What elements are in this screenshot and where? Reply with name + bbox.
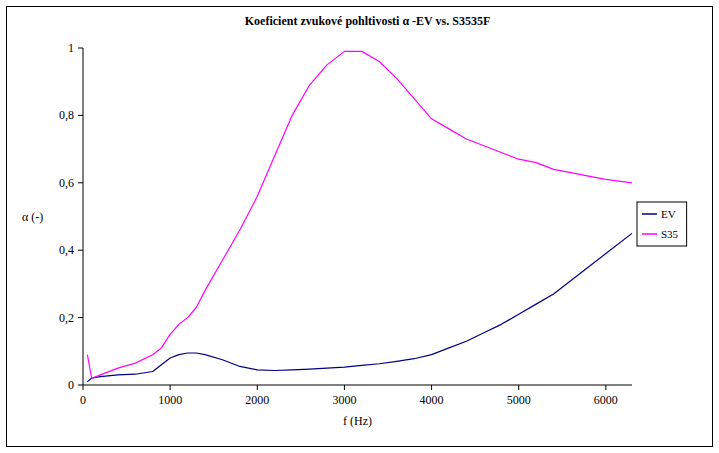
x-tick bbox=[605, 385, 606, 390]
x-tick-label: 1000 bbox=[158, 393, 182, 407]
x-tick-label: 2000 bbox=[245, 393, 269, 407]
y-tick bbox=[78, 182, 83, 183]
y-tick-label: 0,6 bbox=[59, 176, 74, 190]
plot-lines bbox=[87, 51, 632, 381]
legend-box bbox=[637, 202, 687, 246]
x-tick bbox=[431, 385, 432, 390]
series-line bbox=[87, 233, 632, 381]
legend-swatch bbox=[642, 213, 657, 215]
x-tick-label: 6000 bbox=[594, 393, 618, 407]
x-tick bbox=[518, 385, 519, 390]
y-tick-label: 1 bbox=[68, 41, 74, 55]
chart: Koeficient zvukové pohltivosti α -EV vs.… bbox=[0, 0, 719, 453]
x-tick bbox=[83, 385, 84, 390]
legend-label: EV bbox=[661, 208, 676, 220]
y-tick-label: 0 bbox=[68, 378, 74, 392]
legend-swatch bbox=[642, 233, 657, 235]
x-tick bbox=[170, 385, 171, 390]
y-tick bbox=[78, 48, 83, 49]
y-tick-label: 0,8 bbox=[59, 108, 74, 122]
y-tick bbox=[78, 317, 83, 318]
y-tick-label: 0,4 bbox=[59, 243, 74, 257]
y-tick-label: 0,2 bbox=[59, 311, 74, 325]
x-tick-label: 4000 bbox=[420, 393, 444, 407]
x-tick-label: 5000 bbox=[507, 393, 531, 407]
series-line bbox=[87, 51, 632, 378]
x-axis-title: f (Hz) bbox=[343, 414, 372, 428]
chart-frame bbox=[7, 7, 713, 447]
x-tick bbox=[257, 385, 258, 390]
x-tick bbox=[344, 385, 345, 390]
y-axis-title: α (-) bbox=[22, 210, 43, 224]
x-axis bbox=[83, 385, 632, 386]
legend-label: S35 bbox=[661, 228, 679, 240]
y-axis bbox=[83, 48, 84, 385]
y-tick bbox=[78, 115, 83, 116]
legend: EV S35 bbox=[637, 202, 687, 246]
y-tick bbox=[78, 385, 83, 386]
x-tick-label: 0 bbox=[80, 393, 86, 407]
x-tick-label: 3000 bbox=[332, 393, 356, 407]
title: Koeficient zvukové pohltivosti α -EV vs.… bbox=[245, 14, 490, 28]
y-tick bbox=[78, 250, 83, 251]
